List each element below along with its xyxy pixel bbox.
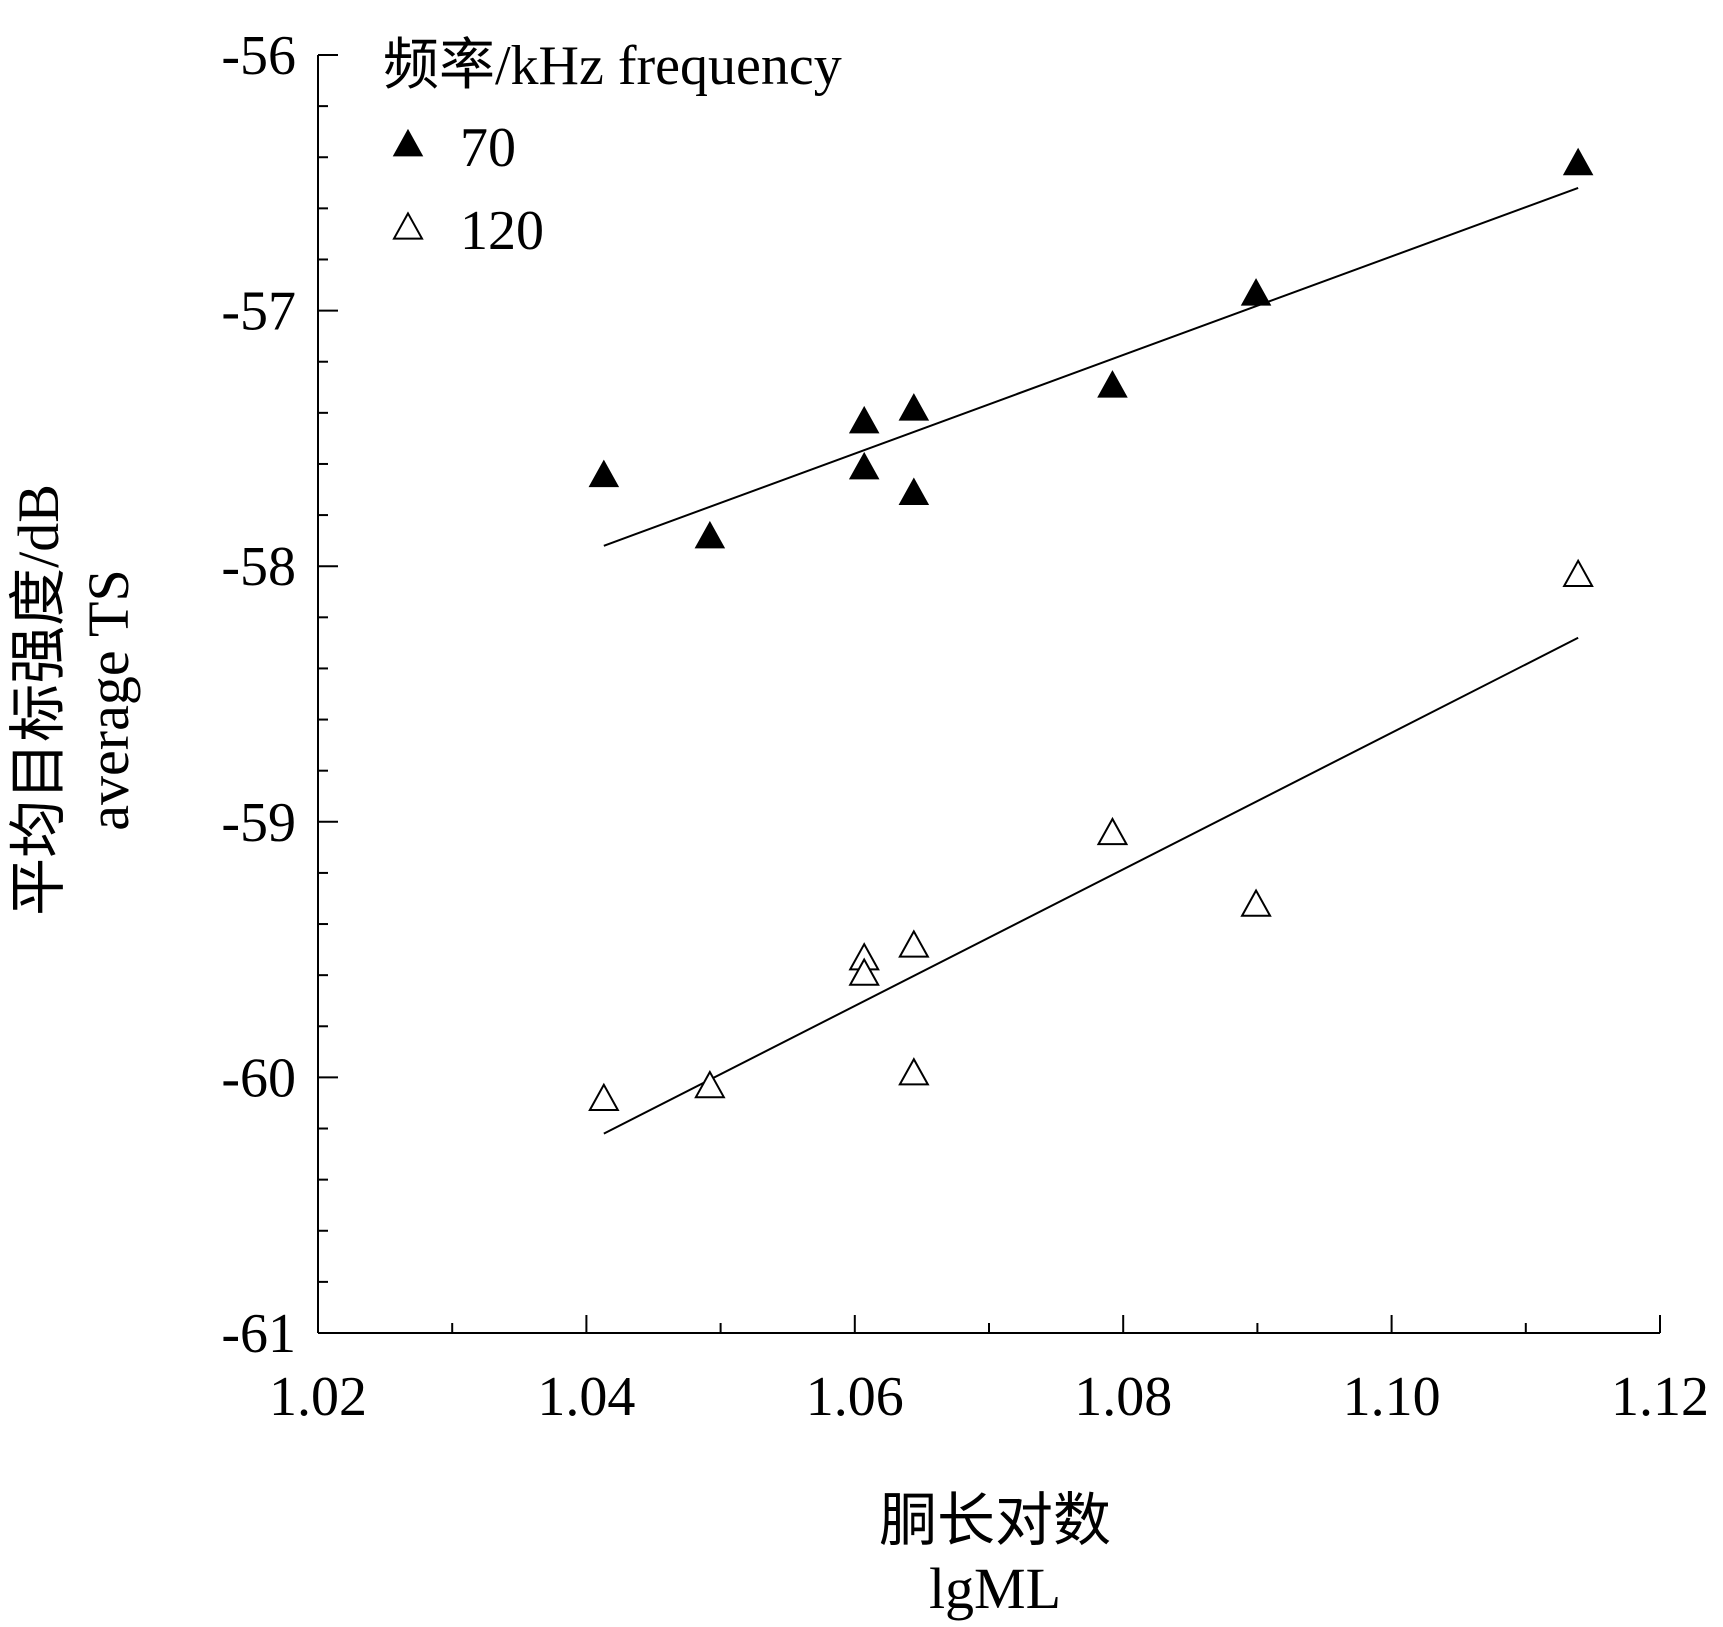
data-point-series-120 [588, 1082, 620, 1111]
data-point-series-120 [848, 957, 880, 986]
fit-line-series-120 [603, 636, 1579, 1135]
data-point-series-70 [1240, 278, 1272, 306]
y-tick-label: -61 [221, 1303, 296, 1365]
data-point-series-70 [1097, 370, 1128, 398]
y-axis-title-cn: 平均目标强度/dB [6, 484, 71, 916]
legend-label-70: 70 [460, 117, 516, 179]
data-point-series-120 [1096, 816, 1129, 846]
x-axis-title-cn: 胴长对数 [879, 1488, 1111, 1553]
data-point-series-70 [1562, 147, 1594, 176]
x-tick-label: 1.10 [1343, 1366, 1441, 1428]
fit-line-series-70 [603, 186, 1579, 547]
x-axis-title: lgML [929, 1556, 1061, 1621]
data-point-series-70 [848, 451, 880, 480]
data-point-series-70 [848, 405, 880, 434]
data-points [588, 147, 1594, 1111]
y-tick-label: -57 [221, 281, 296, 343]
x-tick-label: 1.02 [269, 1366, 367, 1428]
axis-titles: 胴长对数 lgML 平均目标强度/dB average TS [6, 484, 1111, 1621]
data-point-series-70 [898, 477, 930, 505]
y-tick-label: -58 [221, 536, 296, 598]
fit-lines [603, 186, 1579, 1135]
legend-marker-120 [392, 211, 424, 240]
x-tick-label: 1.12 [1611, 1366, 1709, 1428]
data-point-series-120 [1562, 558, 1594, 587]
y-tick-label: -56 [221, 25, 296, 87]
data-point-series-120 [898, 929, 930, 958]
data-point-series-120 [694, 1069, 726, 1099]
legend-marker-70 [392, 128, 424, 157]
legend-label-120: 120 [460, 200, 544, 262]
data-point-series-70 [694, 520, 726, 549]
data-point-series-120 [1240, 888, 1272, 917]
y-axis-title: average TS [76, 569, 141, 830]
legend-title: 频率/kHz frequency [383, 35, 842, 97]
x-tick-label: 1.04 [537, 1366, 635, 1428]
x-tick-label: 1.08 [1074, 1366, 1172, 1428]
axes: -56 -57 -58 -59 -60 -611.02 1.04 1.06 1.08 1.10 1.… [221, 25, 1709, 1428]
y-tick-label: -59 [221, 792, 296, 854]
y-tick-label: -60 [221, 1047, 296, 1109]
data-point-series-120 [898, 1057, 930, 1086]
data-point-series-70 [588, 459, 620, 488]
x-tick-label: 1.06 [806, 1366, 904, 1428]
data-point-series-70 [898, 393, 930, 421]
